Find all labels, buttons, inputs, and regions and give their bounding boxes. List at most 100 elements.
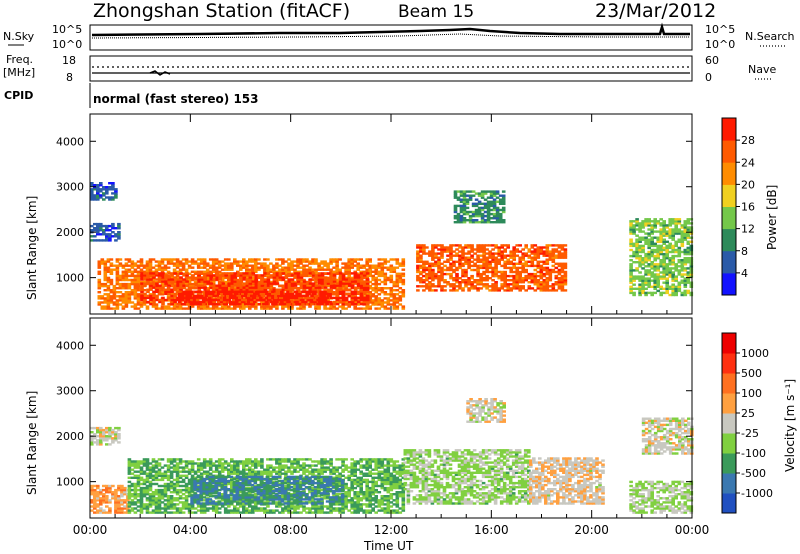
heatmap-cell <box>121 276 126 280</box>
heatmap-cell <box>482 264 486 268</box>
heatmap-cell <box>689 271 694 274</box>
heatmap-cell <box>485 252 489 255</box>
heatmap-cell <box>689 218 694 221</box>
heatmap-cell <box>464 244 468 247</box>
heatmap-cell <box>163 509 168 512</box>
heatmap-cell <box>500 277 504 280</box>
heatmap-cell <box>121 284 126 288</box>
heatmap-cell <box>173 284 177 287</box>
heatmap-cell <box>99 224 103 228</box>
heatmap-cell <box>221 286 225 289</box>
nsky-label: N.Sky <box>3 30 35 43</box>
heatmap-cell <box>503 274 507 278</box>
heatmap-cell <box>477 208 482 212</box>
heatmap-cell <box>117 222 121 226</box>
heatmap-cell <box>120 503 124 506</box>
heatmap-cell <box>99 194 103 197</box>
heatmap-cell <box>431 244 435 247</box>
heatmap-cell <box>105 431 109 434</box>
heatmap-cell <box>554 254 559 257</box>
heatmap-cell <box>419 272 423 276</box>
heatmap-cell <box>233 272 238 275</box>
heatmap-cell <box>298 302 302 306</box>
heatmap-cell <box>650 240 654 243</box>
heatmap-cell <box>536 285 541 288</box>
heatmap-cell <box>371 299 375 302</box>
heatmap-cell <box>644 265 648 268</box>
heatmap-cell <box>328 300 332 304</box>
heatmap-cell <box>115 276 120 280</box>
heatmap-cell <box>275 264 279 267</box>
heatmap-cell <box>233 276 238 279</box>
heatmap-cell <box>154 464 159 467</box>
heatmap-cell <box>530 244 535 247</box>
heatmap-cell <box>383 291 388 294</box>
heatmap-cell <box>474 202 479 205</box>
heatmap-cell <box>683 248 688 252</box>
heatmap-cell <box>483 202 488 205</box>
heatmap-cell <box>458 258 462 261</box>
heatmap-cell <box>163 491 168 494</box>
heatmap-cell <box>671 291 675 295</box>
heatmap-cell <box>468 190 473 193</box>
heatmap-cell <box>461 248 465 251</box>
heatmap-cell <box>563 283 568 286</box>
heatmap-cell <box>217 282 222 286</box>
heatmap-cell <box>90 239 94 242</box>
heatmap-cell <box>326 272 331 275</box>
heatmap-cell <box>164 280 168 283</box>
heatmap-cell <box>347 303 351 306</box>
heatmap-cell <box>224 272 228 275</box>
heatmap-cell <box>368 264 372 267</box>
heatmap-cell <box>683 263 688 266</box>
heatmap-cell <box>536 279 541 282</box>
heatmap-cell <box>127 495 132 498</box>
heatmap-cell <box>551 260 556 263</box>
heatmap-cell <box>686 222 691 225</box>
heatmap-cell <box>401 268 406 271</box>
heatmap-cell <box>563 248 568 251</box>
heatmap-cell <box>560 256 565 259</box>
heatmap-cell <box>638 228 642 231</box>
heatmap-cell <box>172 503 177 506</box>
heatmap-cell <box>269 270 273 273</box>
heatmap-cell <box>335 282 340 285</box>
heatmap-cell <box>155 294 159 298</box>
heatmap-cell <box>167 296 171 300</box>
heatmap-cell <box>527 264 532 268</box>
heatmap-cell <box>112 289 117 292</box>
heatmap-cell <box>314 270 318 273</box>
heatmap-cell <box>689 273 694 276</box>
heatmap-cell <box>653 242 657 245</box>
heatmap-cell <box>356 290 361 293</box>
heatmap-cell <box>169 491 174 494</box>
heatmap-cell <box>124 297 129 300</box>
heatmap-cell <box>482 250 486 253</box>
heatmap-cell <box>677 246 682 250</box>
heatmap-cell <box>474 219 479 222</box>
heatmap-cell <box>527 272 532 276</box>
heatmap-cell <box>280 290 284 293</box>
heatmap-cell <box>287 278 292 281</box>
heatmap-cell <box>477 221 482 224</box>
heatmap-cell <box>638 250 642 254</box>
heatmap-cell <box>494 287 498 290</box>
heatmap-cell <box>154 488 159 492</box>
heatmap-cell <box>456 219 461 222</box>
heatmap-cell <box>482 262 486 265</box>
heatmap-cell <box>215 278 219 281</box>
heatmap-cell <box>233 262 237 265</box>
heatmap-cell <box>99 497 103 500</box>
heatmap-cell <box>117 501 121 504</box>
heatmap-cell <box>124 268 129 271</box>
heatmap-cell <box>100 307 105 310</box>
heatmap-cell <box>560 285 565 288</box>
heatmap-cell <box>656 220 660 223</box>
heatmap-cell <box>650 232 654 235</box>
heatmap-cell <box>193 270 198 273</box>
heatmap-cell <box>371 270 375 273</box>
heatmap-cell <box>136 274 141 278</box>
heatmap-cell <box>247 298 251 302</box>
heatmap-cell <box>236 274 241 277</box>
heatmap-cell <box>302 268 306 271</box>
